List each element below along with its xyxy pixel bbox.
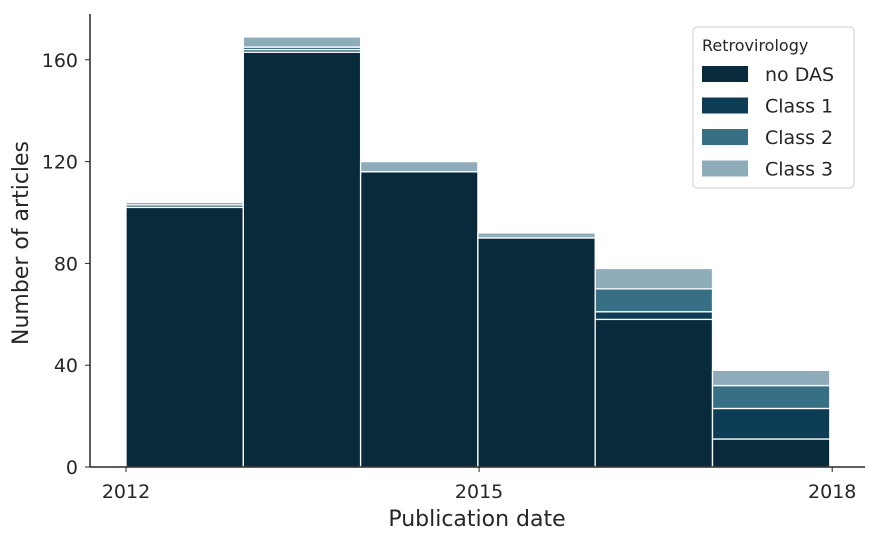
bar-segment-class-2-2016 (594, 288, 714, 313)
legend-swatch-class-3 (702, 160, 748, 177)
y-axis-title: Number of articles (9, 141, 34, 345)
bar-segment-class-3-2014 (359, 160, 479, 173)
y-tick-label-120: 120 (42, 152, 78, 174)
bar-segment-class-2-2017 (711, 384, 831, 410)
legend-label-no-das: no DAS (765, 64, 834, 86)
bar-segment-class-3-2017 (711, 369, 831, 387)
legend-swatch-class-1 (702, 97, 748, 114)
bar-segment-class-1-2017 (711, 407, 831, 440)
y-tick-label-80: 80 (54, 253, 78, 275)
y-tick-label-0: 0 (66, 457, 78, 479)
legend-title: Retrovirology (702, 36, 808, 55)
bar-segment-no-das-2012 (125, 206, 244, 468)
x-tick-labels: 2012 2015 2018 (102, 467, 856, 503)
legend-label-class-1: Class 1 (765, 96, 833, 118)
bar-segment-class-3-2016 (594, 267, 714, 290)
legend-swatch-no-das (702, 66, 748, 82)
legend: Retrovirology no DAS Class 1 Class 2 Class … (692, 26, 855, 189)
legend-items: no DAS Class 1 Class 2 Class 3 (702, 64, 834, 181)
legend-label-class-2: Class 2 (765, 127, 833, 149)
y-tick-label-160: 160 (42, 50, 78, 72)
x-tick-label-2018: 2018 (808, 481, 856, 503)
y-tick-label-40: 40 (54, 355, 78, 377)
x-tick-label-2015: 2015 (455, 481, 503, 503)
bar-segment-class-3-2015 (477, 232, 596, 239)
bar-segment-no-das-2015 (477, 237, 596, 468)
bar-segment-no-das-2016 (594, 318, 714, 468)
x-axis-title: Publication date (388, 507, 565, 532)
bar-segment-no-das-2017 (711, 438, 831, 468)
y-tick-labels: 0 40 80 120 160 (42, 50, 90, 479)
bar-segment-no-das-2013 (242, 51, 362, 468)
bar-segment-no-das-2014 (359, 171, 479, 468)
legend-swatch-class-2 (702, 129, 748, 145)
bars-group (125, 36, 831, 468)
bar-segment-class-1-2016 (594, 311, 714, 321)
x-tick-label-2012: 2012 (102, 481, 150, 503)
legend-label-class-3: Class 3 (765, 159, 833, 181)
bar-segment-class-3-2012 (125, 201, 244, 206)
bar-segment-class-3-2013 (242, 36, 362, 48)
